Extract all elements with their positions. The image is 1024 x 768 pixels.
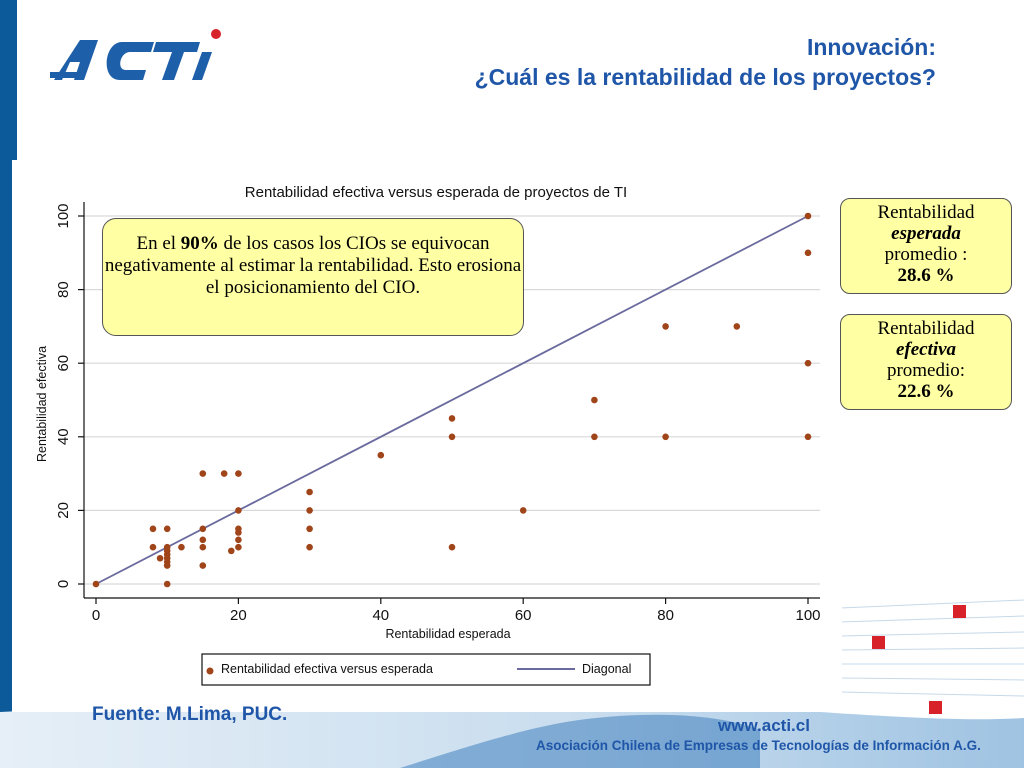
expected-average-box: Rentabilidad esperada promedio : 28.6 % [840, 198, 1012, 294]
legend-label-points: Rentabilidad efectiva versus esperada [221, 662, 433, 676]
x-tick-label: 100 [795, 607, 820, 624]
y-tick-label: 80 [55, 281, 72, 298]
scatter-point [199, 536, 207, 544]
scatter-point [163, 562, 171, 569]
acti-logo [50, 29, 221, 80]
scatter-point [220, 470, 228, 477]
scatter-point [306, 543, 313, 551]
chart-ticks: 0 20 40 60 80 100 0 20 40 60 80 100 [55, 203, 821, 624]
effective-line2: efectiva [895, 339, 957, 360]
effective-line3: promedio: [886, 360, 966, 381]
scatter-point [377, 451, 385, 459]
page-title: Innovación: ¿Cuál es la rentabilidad de … [475, 32, 936, 92]
scatter-point [235, 529, 242, 536]
scatter-point [448, 415, 456, 422]
scatter-point [163, 580, 171, 588]
y-tick-label: 60 [55, 355, 72, 372]
legend-label-diagonal: Diagonal [582, 662, 631, 676]
expected-line3: promedio : [884, 244, 968, 265]
scatter-point [804, 359, 812, 367]
scatter-series [92, 212, 812, 588]
chart-axes [83, 202, 820, 599]
website-link[interactable]: www.acti.cl [718, 716, 810, 735]
scatter-point [306, 507, 313, 514]
scatter-point [235, 543, 242, 551]
scatter-point [591, 396, 598, 404]
x-tick-label: 40 [372, 607, 389, 624]
x-tick-label: 0 [92, 607, 100, 624]
scatter-point [804, 249, 812, 257]
legend-marker-points [206, 667, 214, 675]
scatter-point [733, 323, 741, 330]
scatter-point [662, 433, 669, 441]
scatter-point [804, 433, 812, 441]
scatter-point [227, 547, 235, 555]
chart-legend: Rentabilidad efectiva versus esperada Di… [201, 653, 651, 686]
scatter-point [199, 525, 207, 533]
y-tick-label: 40 [55, 428, 72, 445]
insight-callout: En el 90% de los casos los CIOs se equiv… [102, 218, 524, 336]
scatter-point [199, 543, 207, 551]
callout-highlight: 90% [180, 233, 219, 254]
title-line-1: Innovación: [806, 34, 936, 60]
scatter-point [519, 507, 527, 514]
y-axis-label: Rentabilidad efectiva [35, 346, 49, 462]
decor-square [953, 605, 966, 618]
diagonal-series [95, 215, 809, 585]
scatter-point [306, 488, 313, 496]
x-tick-label: 60 [515, 607, 532, 624]
scatter-point [199, 470, 207, 477]
x-tick-label: 80 [657, 607, 674, 624]
scatter-chart: Rentabilidad efectiva versus esperada de… [35, 184, 821, 686]
y-tick-label: 0 [55, 580, 72, 588]
expected-value: 28.6 % [897, 265, 955, 286]
y-tick-label: 100 [55, 203, 72, 228]
title-line-2: ¿Cuál es la rentabilidad de los proyecto… [474, 64, 936, 90]
effective-value: 22.6 % [897, 381, 955, 402]
scatter-point [235, 507, 242, 514]
scatter-point [92, 580, 100, 588]
callout-pre: En el [136, 233, 181, 254]
scatter-point [199, 562, 207, 569]
chart-title: Rentabilidad efectiva versus esperada de… [245, 184, 627, 201]
effective-average-box: Rentabilidad efectiva promedio: 22.6 % [840, 314, 1012, 410]
scatter-point [804, 212, 812, 220]
scatter-point [163, 525, 171, 533]
scatter-point [448, 543, 456, 551]
source-note: Fuente: M.Lima, PUC. [92, 704, 288, 725]
expected-line2: esperada [891, 223, 961, 244]
scatter-point [662, 323, 669, 330]
scatter-point [235, 470, 242, 477]
decor-square [872, 636, 885, 649]
effective-line1: Rentabilidad [877, 318, 975, 339]
organization-name: Asociación Chilena de Empresas de Tecnol… [536, 738, 981, 753]
scatter-point [306, 525, 313, 533]
y-tick-label: 20 [55, 502, 72, 519]
scatter-point [149, 543, 157, 551]
scatter-point [156, 554, 164, 562]
x-axis-label: Rentabilidad esperada [385, 627, 510, 641]
scatter-point [591, 433, 598, 441]
diagonal-line [95, 215, 809, 585]
scatter-point [235, 536, 242, 544]
decor-square [929, 701, 942, 714]
callout-post: de los casos los CIOs se equivocan negat… [104, 233, 522, 298]
expected-line1: Rentabilidad [877, 202, 975, 223]
x-tick-label: 20 [230, 607, 247, 624]
scatter-point [448, 433, 456, 441]
scatter-point [178, 543, 185, 551]
scatter-point [149, 525, 157, 533]
